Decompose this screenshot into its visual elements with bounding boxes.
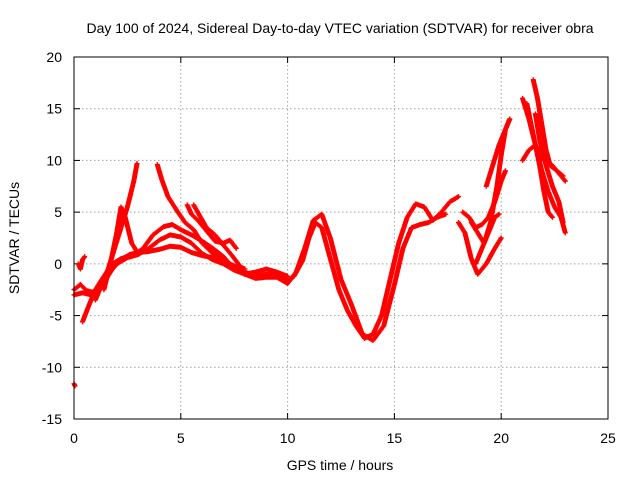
series-markers xyxy=(473,211,502,267)
series-markers xyxy=(71,381,78,389)
series-sat-S xyxy=(524,101,555,220)
chart-title: Day 100 of 2024, Sidereal Day-to-day VTE… xyxy=(86,20,593,36)
series-sat-I xyxy=(184,202,239,251)
y-tick-label: 0 xyxy=(54,256,62,272)
x-tick-label: 15 xyxy=(387,430,403,446)
series-sat-R xyxy=(530,77,566,179)
y-tick-label: -15 xyxy=(42,411,62,427)
y-tick-label: -10 xyxy=(42,359,62,375)
series-sat-G xyxy=(101,204,141,293)
y-tick-label: 5 xyxy=(54,204,62,220)
series-markers xyxy=(530,77,566,179)
series-sat-D xyxy=(71,381,78,389)
series-markers xyxy=(101,204,141,293)
x-tick-label: 25 xyxy=(600,430,616,446)
y-tick-label: -5 xyxy=(50,308,63,324)
series-sat-J xyxy=(191,202,248,272)
series-markers xyxy=(154,162,227,263)
series-sat-H xyxy=(154,162,227,263)
x-tick-label: 10 xyxy=(280,430,296,446)
series-sat-N xyxy=(473,211,502,267)
series-markers xyxy=(184,202,239,251)
x-tick-label: 20 xyxy=(493,430,509,446)
series-sat-T xyxy=(532,111,566,225)
series-sat-O xyxy=(483,116,513,189)
data-series xyxy=(71,77,568,389)
y-tick-label: 20 xyxy=(46,49,62,65)
y-tick-label: 15 xyxy=(46,101,62,117)
series-markers xyxy=(483,116,513,189)
x-axis-label: GPS time / hours xyxy=(287,457,394,473)
y-tick-label: 10 xyxy=(46,152,62,168)
series-markers xyxy=(75,254,88,272)
grid-lines xyxy=(74,57,608,419)
plot-frame xyxy=(73,56,609,420)
x-tick-label: 0 xyxy=(70,430,78,446)
series-markers xyxy=(524,101,555,220)
y-axis-label: SDTVAR / TECUs xyxy=(6,182,22,294)
series-markers xyxy=(532,111,566,225)
x-tick-label: 5 xyxy=(177,430,185,446)
series-markers xyxy=(191,202,248,272)
series-sat-E xyxy=(75,254,88,272)
series-sat-L xyxy=(460,168,508,231)
series-markers xyxy=(460,168,508,231)
